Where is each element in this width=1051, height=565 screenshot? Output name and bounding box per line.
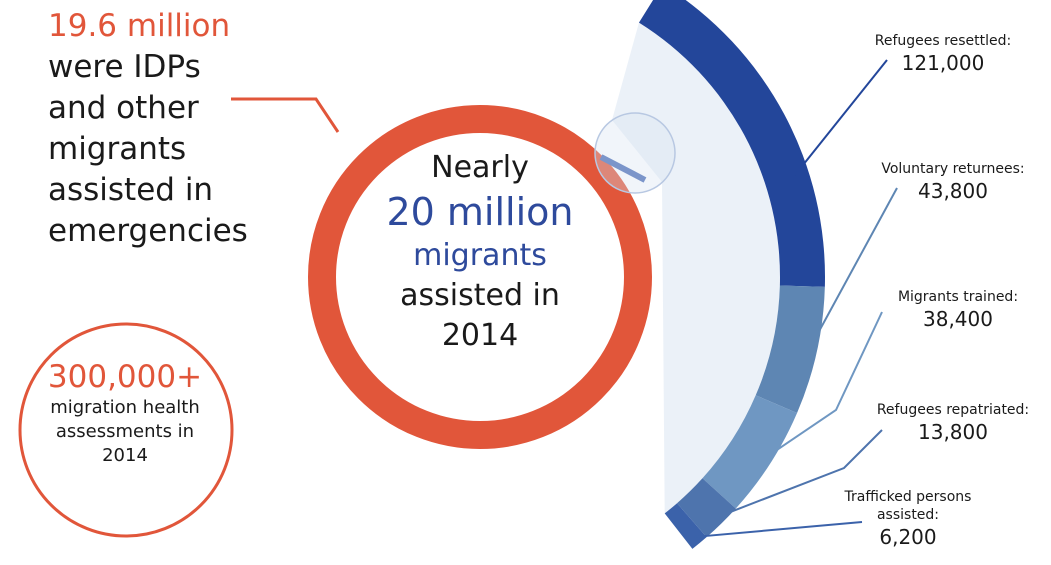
leader-lines	[694, 59, 898, 538]
health-line-1: migration health	[50, 397, 200, 418]
emergency-line-4: assisted in	[48, 172, 214, 208]
emergency-line-3: migrants	[48, 131, 187, 167]
emergency-line-5: emergencies	[48, 213, 248, 249]
label-resettled-value: 121,000	[901, 51, 985, 75]
leader-line-trained	[763, 311, 883, 460]
center-stat: Nearly 20 million migrants assisted in 2…	[360, 148, 600, 356]
leader-line-repatriated	[715, 429, 883, 519]
health-stat: 300,000+ migration health assessments in…	[20, 358, 230, 468]
label-repatriated-name: Refugees repatriated:	[876, 402, 1030, 418]
label-trafficked-value: 6,200	[879, 525, 937, 549]
label-trafficked: Trafficked persons assisted: 6,200	[838, 488, 978, 551]
center-value: 20 million	[386, 190, 574, 234]
arc-segment-resettled	[638, 0, 825, 287]
health-value: 300,000+	[47, 359, 203, 395]
label-returnees-value: 43,800	[918, 179, 988, 203]
label-repatriated: Refugees repatriated: 13,800	[858, 401, 1048, 446]
health-circle	[18, 322, 234, 538]
emergency-value: 19.6 million	[48, 8, 231, 44]
label-resettled: Refugees resettled: 121,000	[848, 32, 1038, 77]
magnifier-circle	[594, 112, 676, 194]
label-trained-value: 38,400	[923, 307, 993, 331]
center-line-1: Nearly	[431, 150, 529, 185]
emergency-line-1: were IDPs	[48, 49, 201, 85]
label-trafficked-name: Trafficked persons assisted:	[844, 489, 972, 523]
label-resettled-name: Refugees resettled:	[874, 33, 1012, 49]
arc-segment-trained	[702, 395, 798, 509]
health-line-2: assessments in	[55, 421, 195, 442]
leader-line-trafficked	[694, 521, 863, 538]
label-returnees: Voluntary returnees: 43,800	[858, 160, 1048, 205]
label-returnees-name: Voluntary returnees:	[881, 161, 1025, 177]
emergency-connector	[231, 97, 340, 133]
emergency-line-2: and other	[48, 90, 199, 126]
arc-segments	[638, 0, 825, 549]
leader-line-resettled	[794, 59, 888, 176]
magnify-wedge	[612, 22, 780, 514]
center-line-3: migrants	[413, 238, 547, 273]
emergency-ring	[308, 105, 652, 449]
arc-segment-returnees	[755, 285, 825, 414]
emergency-stat: 19.6 million were IDPs and other migrant…	[48, 6, 308, 252]
center-line-4: assisted in	[400, 278, 560, 313]
health-line-3: 2014	[102, 445, 148, 466]
center-line-5: 2014	[441, 318, 519, 353]
label-trained-name: Migrants trained:	[897, 289, 1019, 305]
ring-highlight-mark	[599, 154, 647, 183]
label-trained: Migrants trained: 38,400	[868, 288, 1048, 333]
label-repatriated-value: 13,800	[918, 420, 988, 444]
arc-segment-repatriated	[677, 478, 736, 538]
leader-line-returnees	[808, 187, 898, 350]
